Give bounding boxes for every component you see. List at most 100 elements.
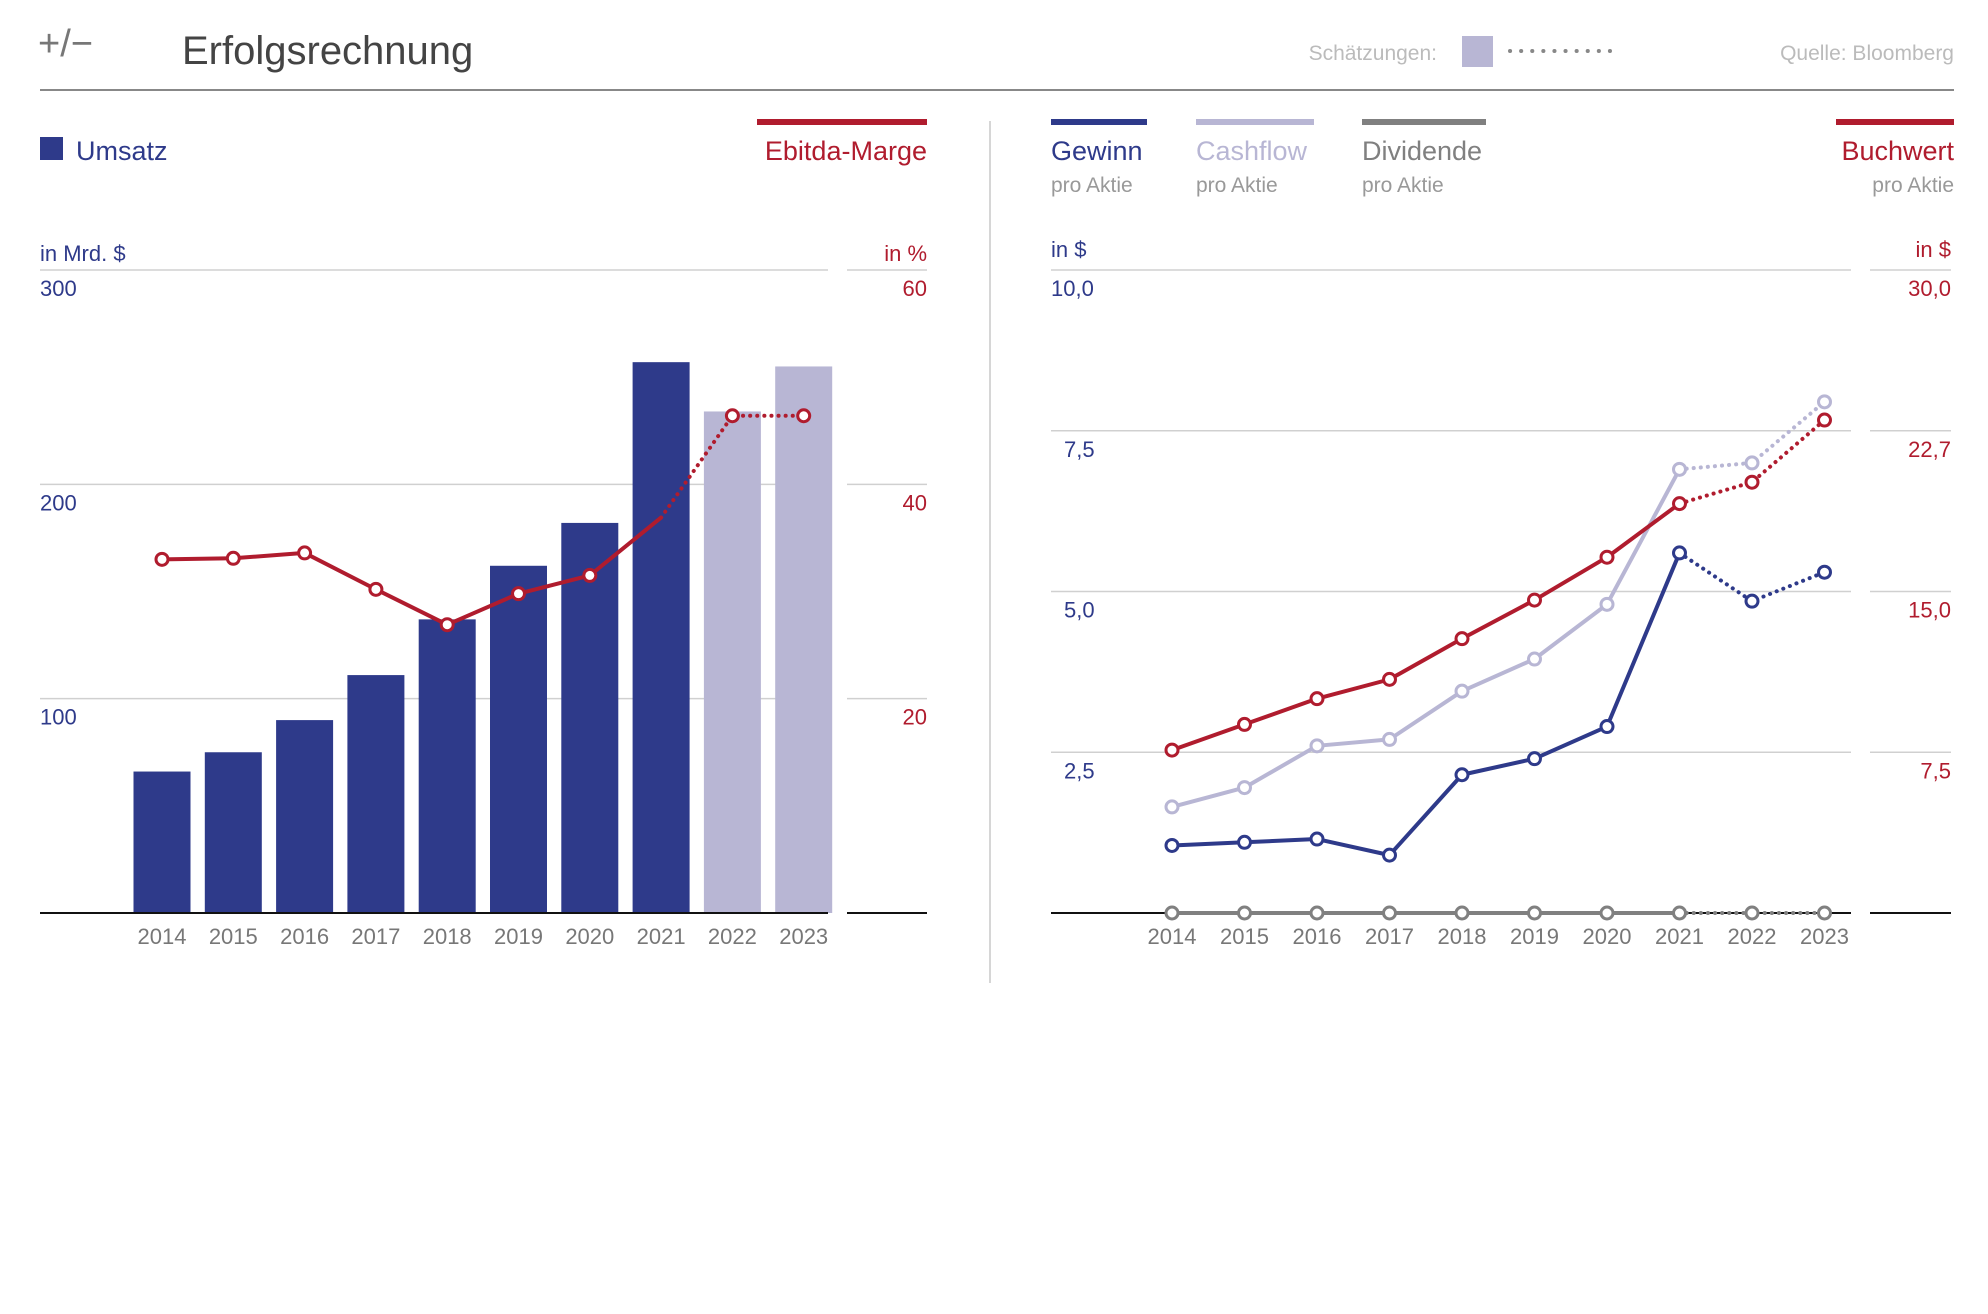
gridlines bbox=[1051, 269, 1951, 914]
y-axis-label-left: in Mrd. $ bbox=[40, 241, 126, 266]
dividende-point-2018 bbox=[1454, 905, 1470, 921]
x-tick-label: 2015 bbox=[1220, 924, 1269, 949]
y-tick-label-right: 30,0 bbox=[1908, 276, 1951, 301]
legend-per-share: Gewinn pro Aktie Cashflow pro Aktie Dividend… bbox=[1051, 119, 1954, 197]
gewinn-point-2020 bbox=[1599, 719, 1615, 735]
cashflow-point-2020 bbox=[1599, 596, 1615, 612]
y-tick-label-left: 100 bbox=[40, 705, 77, 730]
bar-2022 bbox=[703, 411, 761, 913]
legend-label-gewinn: Gewinn bbox=[1051, 136, 1143, 166]
y-tick-label-left: 7,5 bbox=[1064, 437, 1095, 462]
dividende-point-2015 bbox=[1237, 905, 1252, 921]
buchwert-point-2022 bbox=[1744, 474, 1760, 490]
x-tick-label: 2022 bbox=[708, 924, 757, 949]
y-tick-label-left: 2,5 bbox=[1064, 758, 1095, 783]
buchwert-point-2021 bbox=[1672, 496, 1687, 512]
ebitda-point-2018 bbox=[439, 617, 455, 633]
y-axis-label-right: in $ bbox=[1916, 237, 1951, 262]
ebitda-point-2016 bbox=[297, 545, 313, 561]
legend-sublabel: pro Aktie bbox=[1362, 174, 1444, 197]
buchwert-point-2023 bbox=[1817, 412, 1832, 428]
bar-2018 bbox=[418, 619, 476, 913]
ebitda-point-2023 bbox=[796, 408, 812, 424]
y-tick-label-right: 7,5 bbox=[1920, 758, 1951, 783]
legend-sublabel: pro Aktie bbox=[1872, 174, 1954, 197]
y-tick-label-left: 200 bbox=[40, 490, 77, 515]
source-note: Quelle: Bloomberg bbox=[1780, 42, 1954, 65]
x-tick-label: 2017 bbox=[1365, 924, 1414, 949]
cashflow-point-2016 bbox=[1309, 738, 1325, 754]
buchwert-point-2019 bbox=[1527, 592, 1542, 608]
gewinn-point-2015 bbox=[1237, 834, 1252, 850]
dividende-point-2017 bbox=[1382, 905, 1397, 921]
gewinn-point-2018 bbox=[1454, 767, 1470, 783]
y-tick-label-right: 40 bbox=[903, 490, 927, 515]
bar-2020 bbox=[561, 522, 619, 913]
ebitda-line-actual bbox=[161, 516, 663, 627]
page-title: Erfolgsrechnung bbox=[182, 29, 473, 73]
dividende-point-2019 bbox=[1527, 905, 1542, 921]
ebitda-point-2022 bbox=[724, 408, 740, 424]
ebitda-point-2015 bbox=[225, 550, 241, 566]
x-tick-label: 2019 bbox=[494, 924, 543, 949]
legend-label-cashflow: Cashflow bbox=[1196, 136, 1308, 166]
x-tick-label: 2014 bbox=[1148, 924, 1197, 949]
cashflow-point-2019 bbox=[1527, 651, 1542, 667]
buchwert-point-2020 bbox=[1599, 549, 1615, 565]
ebitda-point-2017 bbox=[368, 581, 384, 597]
y-tick-label-right: 15,0 bbox=[1908, 598, 1951, 623]
x-tick-label: 2015 bbox=[209, 924, 258, 949]
x-tick-label: 2017 bbox=[351, 924, 400, 949]
bar-2016 bbox=[276, 720, 334, 913]
y-tick-label-right: 22,7 bbox=[1908, 437, 1951, 462]
estimates-label: Schätzungen: bbox=[1309, 42, 1437, 65]
gewinn-point-2017 bbox=[1382, 847, 1397, 863]
cashflow-point-2014 bbox=[1164, 799, 1180, 815]
dividende-point-2022 bbox=[1744, 905, 1760, 921]
cashflow-point-2015 bbox=[1237, 780, 1252, 796]
line-series-group bbox=[1164, 394, 1832, 921]
gewinn-line-actual bbox=[1171, 552, 1682, 858]
cashflow-point-2018 bbox=[1454, 683, 1470, 699]
legend-sublabel: pro Aktie bbox=[1051, 174, 1133, 197]
gewinn-point-2023 bbox=[1817, 564, 1832, 580]
dividende-point-2021 bbox=[1672, 905, 1687, 921]
x-tick-label: 2016 bbox=[1293, 924, 1342, 949]
cashflow-point-2021 bbox=[1672, 461, 1687, 477]
legend-label-dividende: Dividende bbox=[1362, 136, 1482, 166]
ebitda-point-2020 bbox=[582, 567, 598, 583]
legend-sublabel: pro Aktie bbox=[1196, 174, 1278, 197]
buchwert-point-2014 bbox=[1164, 742, 1180, 758]
bar-2014 bbox=[133, 771, 191, 913]
estimate-swatch bbox=[1462, 36, 1493, 67]
line-series-ebitda bbox=[154, 408, 812, 633]
logo-mark: +/− bbox=[38, 23, 93, 65]
x-tick-label: 2021 bbox=[1655, 924, 1704, 949]
y-tick-label-left: 5,0 bbox=[1064, 598, 1095, 623]
x-tick-label: 2023 bbox=[779, 924, 828, 949]
x-tick-label: 2023 bbox=[1800, 924, 1849, 949]
y-tick-label-left: 300 bbox=[40, 276, 77, 301]
x-tick-label: 2022 bbox=[1728, 924, 1777, 949]
gewinn-point-2021 bbox=[1672, 545, 1687, 561]
buchwert-point-2015 bbox=[1237, 716, 1252, 732]
bar-2015 bbox=[204, 752, 262, 913]
legend-label-ebitda: Ebitda-Marge bbox=[765, 136, 927, 166]
bar-2019 bbox=[490, 565, 547, 913]
gewinn-point-2014 bbox=[1164, 837, 1180, 853]
revenue-chart: Umsatz Ebitda-Marge in Mrd. $ in % 2014 2… bbox=[40, 119, 927, 949]
legend-label-umsatz: Umsatz bbox=[76, 136, 168, 166]
ebitda-line-estimate bbox=[659, 413, 806, 520]
legend-swatch-umsatz bbox=[40, 137, 63, 160]
x-tick-label: 2016 bbox=[280, 924, 329, 949]
cashflow-point-2023 bbox=[1817, 394, 1832, 410]
x-tick-label: 2018 bbox=[1438, 924, 1487, 949]
cashflow-point-2017 bbox=[1382, 731, 1397, 747]
per-share-chart: Gewinn pro Aktie Cashflow pro Aktie Dividend… bbox=[1051, 119, 1954, 949]
x-tick-label: 2020 bbox=[565, 924, 614, 949]
cashflow-line-actual bbox=[1171, 468, 1682, 809]
legend-label-buchwert: Buchwert bbox=[1841, 136, 1954, 166]
buchwert-point-2018 bbox=[1454, 631, 1470, 647]
axis-tick-labels: 2014 2015 2016 2017 2018 2019 2020 2021 2022 2023… bbox=[1051, 276, 1951, 949]
dividende-point-2014 bbox=[1164, 905, 1180, 921]
